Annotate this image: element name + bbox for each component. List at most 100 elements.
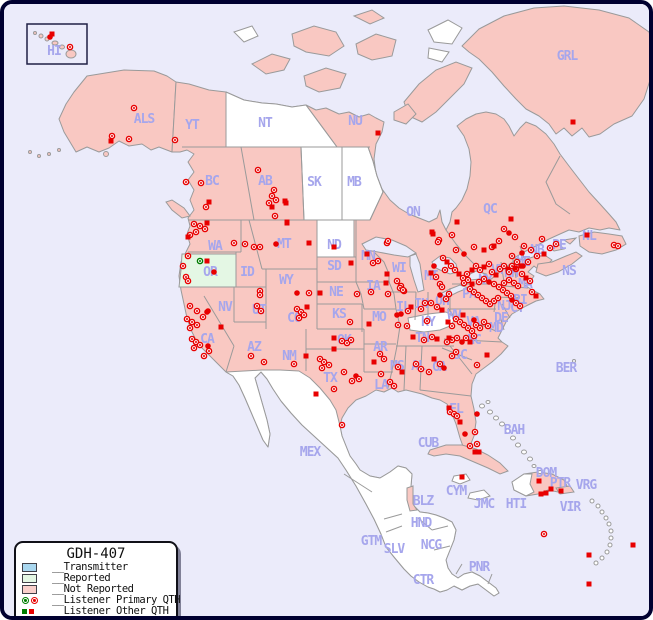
qth-center-dot [402,289,404,291]
listener-primary-qth-filled-icon [211,269,217,275]
qth-center-dot [387,240,389,242]
region-label-wa: WA [208,239,223,254]
region-label-yt: YT [185,118,200,133]
region-label-hti: HTI [506,497,527,512]
qth-center-dot [469,445,471,447]
region-label-id: ID [240,265,255,280]
listener-primary-qth-filled-icon [462,431,468,437]
qth-center-dot [493,283,495,285]
qth-center-dot [195,341,197,343]
qth-center-dot [202,316,204,318]
qth-center-dot [491,271,493,273]
qth-center-dot [69,46,71,48]
legend-qth-circle-icon [31,597,38,604]
qth-center-dot [430,302,432,304]
island-vancouver [165,199,191,219]
listener-other-qth-icon [543,490,549,496]
qth-center-dot [341,340,343,342]
qth-center-dot [454,269,456,271]
region-label-bc: BC [205,174,219,189]
hawaii-inset [26,23,88,65]
qth-center-dot [193,347,195,349]
listener-other-qth-icon [538,491,544,497]
qth-center-dot [319,358,321,360]
listener-other-qth-icon [508,216,514,222]
qth-center-dot [521,273,523,275]
region-label-az: AZ [247,340,262,355]
listener-primary-qth-filled-icon [518,263,524,269]
qth-center-dot [379,353,381,355]
region-label-on: ON [406,205,421,220]
legend-title: GDH-407 [66,546,126,562]
qth-center-dot [517,285,519,287]
qth-center-dot [473,291,475,293]
listener-other-qth-icon [533,293,539,299]
qth-center-dot [516,261,518,263]
region-label-gtm: GTM [361,534,383,549]
qth-center-dot [455,318,457,320]
legend-swatch [22,609,52,614]
qth-center-dot [300,311,302,313]
region-label-dom: DOM [536,466,558,481]
legend-item-label: __Not Reported [52,583,134,595]
central-america-borders [343,473,493,585]
qth-center-dot [474,431,476,433]
qth-center-dot [341,424,343,426]
qth-center-dot [451,355,453,357]
qth-center-dot [191,321,193,323]
qth-center-dot [445,298,447,300]
listener-other-qth-icon [456,271,462,277]
listener-primary-qth-filled-icon [204,309,210,315]
qth-center-dot [420,308,422,310]
listener-other-qth-icon [428,270,434,276]
qth-center-dot [256,305,258,307]
qth-center-dot [182,265,184,267]
qth-center-dot [259,290,261,292]
listener-other-qth-icon [454,219,460,225]
qth-center-dot [529,280,531,282]
qth-center-dot [208,350,210,352]
region-label-ns: NS [562,264,577,279]
qth-center-dot [343,371,345,373]
region-label-pnr: PNR [469,560,491,575]
qth-center-dot [536,255,538,257]
listener-primary-qth-filled-icon [441,365,447,371]
listener-primary-qth-filled-icon [437,292,443,298]
island-anticosti [562,237,578,245]
listener-other-qth-icon [399,369,405,375]
qth-center-dot [617,245,619,247]
qth-center-dot [205,206,207,208]
island-bermuda [572,359,576,363]
qth-center-dot [244,243,246,245]
listener-other-qth-icon [204,258,210,264]
qth-center-dot [293,363,295,365]
qth-center-dot [263,361,265,363]
qth-center-dot [519,305,521,307]
region-label-als: ALS [134,112,156,127]
region-label-nv: NV [218,300,233,315]
qth-center-dot [303,314,305,316]
listener-other-qth-icon [444,259,450,265]
qth-center-dot [199,225,201,227]
island-aleutian [37,154,41,158]
qth-center-dot [428,371,430,373]
qth-center-dot [200,182,202,184]
listener-other-qth-icon [460,312,466,318]
qth-center-dot [435,276,437,278]
qth-center-dot [259,294,261,296]
region-label-nl: NL [582,229,597,244]
qth-center-dot [406,325,408,327]
qth-center-dot [195,231,197,233]
qth-center-dot [473,335,475,337]
legend-swatch [22,585,52,594]
island-kodiak [103,151,109,157]
listener-other-qth-icon [185,234,191,240]
legend-swatch [22,574,52,583]
listener-other-qth-icon [283,200,289,206]
region-label-ca: CA [200,332,215,347]
legend-swatch [22,597,52,604]
landmass-alaska [58,69,177,153]
qth-center-dot [450,265,452,267]
qth-center-dot [459,321,461,323]
